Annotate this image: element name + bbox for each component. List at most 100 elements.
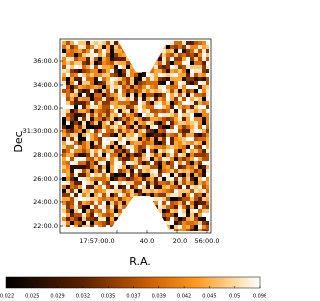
pixel (62, 65, 66, 69)
pixel (178, 73, 182, 77)
pixel (62, 169, 66, 173)
pixel (138, 217, 142, 221)
pixel (94, 137, 98, 141)
pixel (190, 53, 194, 57)
pixel (178, 93, 182, 97)
pixel (122, 73, 126, 77)
pixel (74, 137, 78, 141)
pixel (146, 177, 150, 181)
pixel (206, 49, 209, 53)
pixel (178, 229, 182, 231)
pixel (62, 137, 66, 141)
pixel (138, 125, 142, 129)
pixel (86, 189, 90, 193)
pixel (94, 169, 98, 173)
pixel (114, 181, 118, 185)
plot-frame (59, 38, 212, 234)
pixel (150, 125, 154, 129)
pixel (194, 221, 198, 225)
pixel (106, 117, 110, 121)
pixel (134, 153, 138, 157)
pixel (170, 93, 174, 97)
pixel (82, 53, 86, 57)
pixel (150, 81, 154, 85)
pixel (98, 45, 102, 49)
pixel (118, 85, 122, 89)
pixel (142, 177, 146, 181)
pixel (70, 89, 74, 93)
pixel (78, 205, 82, 209)
pixel (150, 57, 154, 61)
pixel (122, 61, 126, 65)
pixel (74, 193, 78, 197)
pixel (194, 89, 198, 93)
pixel (62, 153, 66, 157)
pixel (178, 165, 182, 169)
pixel (154, 65, 158, 69)
pixel (74, 109, 78, 113)
pixel (182, 177, 186, 181)
pixel (150, 157, 154, 161)
pixel (114, 121, 118, 125)
pixel (90, 129, 94, 133)
y-tick-label: 32:00.0 (33, 104, 58, 112)
pixel (162, 129, 166, 133)
pixel (118, 105, 122, 109)
pixel (90, 109, 94, 113)
pixel (186, 141, 190, 145)
pixel (118, 93, 122, 97)
pixel (158, 221, 162, 225)
pixel (102, 229, 106, 231)
pixel (174, 101, 178, 105)
pixel (150, 65, 154, 69)
pixel (162, 197, 166, 201)
pixel (182, 209, 186, 213)
pixel (98, 185, 102, 189)
pixel (202, 133, 206, 137)
pixel (114, 197, 118, 201)
pixel (186, 201, 190, 205)
pixel (110, 69, 114, 73)
pixel (130, 165, 134, 169)
pixel (110, 109, 114, 113)
pixel (78, 45, 82, 49)
pixel (146, 77, 150, 81)
pixel (106, 101, 110, 105)
pixel (118, 181, 122, 185)
pixel (178, 53, 182, 57)
pixel (70, 221, 74, 225)
pixel (98, 77, 102, 81)
pixel (110, 153, 114, 157)
pixel (98, 229, 102, 231)
pixel (102, 133, 106, 137)
pixel (190, 209, 194, 213)
pixel (114, 185, 118, 189)
pixel (150, 121, 154, 125)
pixel (90, 145, 94, 149)
pixel (86, 57, 90, 61)
pixel (78, 85, 82, 89)
pixel (62, 53, 66, 57)
pixel (190, 85, 194, 89)
pixel (70, 177, 74, 181)
pixel (182, 189, 186, 193)
pixel (90, 137, 94, 141)
pixel (142, 89, 146, 93)
pixel (186, 177, 190, 181)
pixel (86, 97, 90, 101)
pixel (202, 137, 206, 141)
pixel (198, 209, 202, 213)
pixel (66, 165, 70, 169)
pixel (162, 181, 166, 185)
pixel (86, 177, 90, 181)
pixel (162, 221, 166, 225)
pixel (158, 57, 162, 61)
pixel (190, 65, 194, 69)
pixel (150, 97, 154, 101)
pixel (114, 133, 118, 137)
pixel (74, 149, 78, 153)
pixel (206, 117, 209, 121)
pixel (62, 205, 66, 209)
pixel (166, 97, 170, 101)
pixel (198, 229, 202, 231)
